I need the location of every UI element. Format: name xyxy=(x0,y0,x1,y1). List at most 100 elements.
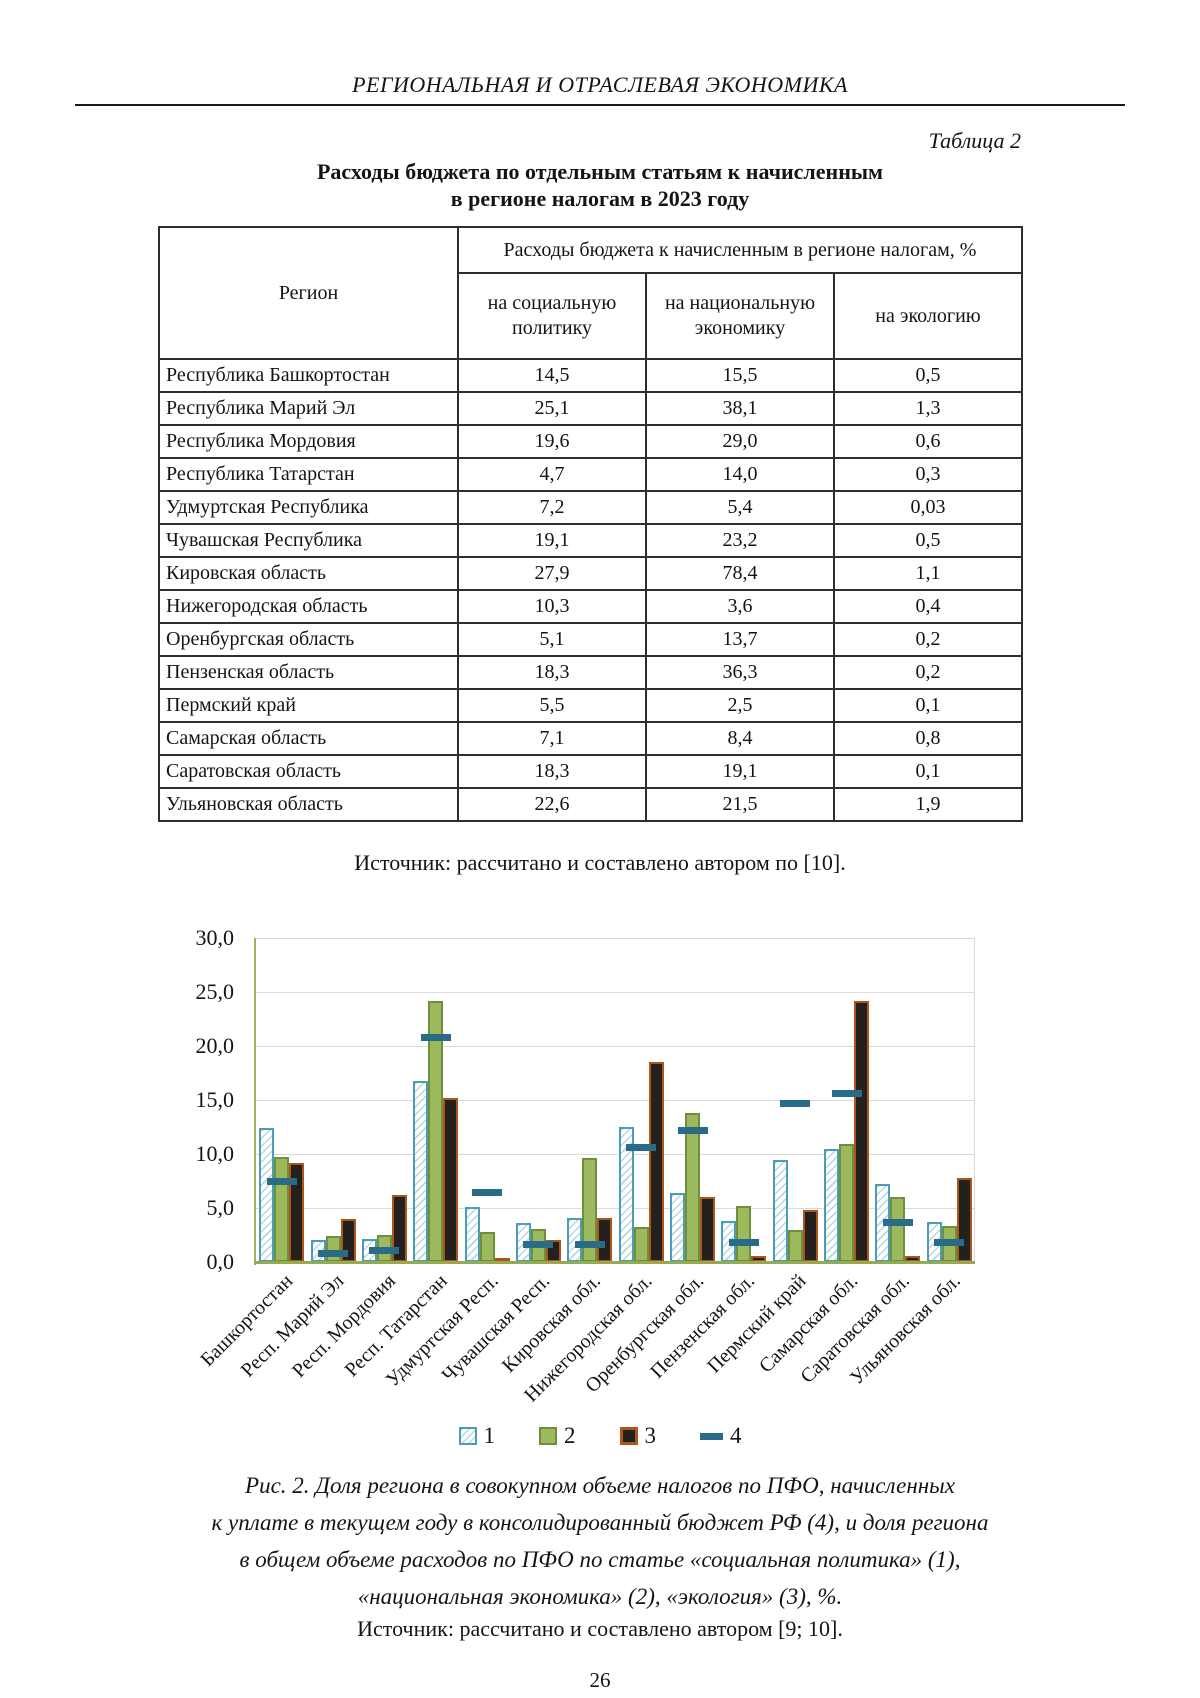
bar-series1 xyxy=(824,1148,840,1262)
table-row: Республика Мордовия 19,6 29,0 0,6 xyxy=(158,424,1023,459)
journal-header: РЕГИОНАЛЬНАЯ И ОТРАСЛЕВАЯ ЭКОНОМИКА xyxy=(352,72,848,97)
bar-group xyxy=(821,938,872,1262)
region-name-cell: Республика Мордовия xyxy=(158,424,459,459)
legend-item-4: 4 xyxy=(700,1423,742,1449)
value-cell-ecology: 0,6 xyxy=(833,424,1023,459)
legend-label: 2 xyxy=(564,1423,576,1448)
table-row: Нижегородская область 10,3 3,6 0,4 xyxy=(158,589,1023,624)
table-source-note: Источник: рассчитано и составлено авторо… xyxy=(354,850,846,875)
table-body: Республика Башкортостан 14,5 15,5 0,5 Респуб… xyxy=(158,358,1023,822)
value-cell-ecology: 1,3 xyxy=(833,391,1023,426)
plot-area xyxy=(254,938,975,1265)
table-title: Расходы бюджета по отдельным статьям к н… xyxy=(0,158,1200,212)
region-name-cell: Удмуртская Республика xyxy=(158,490,459,525)
value-cell-social: 4,7 xyxy=(457,457,647,492)
bar-series1 xyxy=(567,1217,583,1262)
region-name-cell: Нижегородская область xyxy=(158,589,459,624)
region-name-cell: Республика Башкортостан xyxy=(158,358,459,393)
budget-table: Регион Расходы бюджета к начисленным в р… xyxy=(158,226,1023,822)
value-cell-social: 7,1 xyxy=(457,721,647,756)
bar-group xyxy=(564,938,615,1262)
region-name-cell: Саратовская область xyxy=(158,754,459,789)
bar-group xyxy=(461,938,512,1262)
bar-series3 xyxy=(700,1197,716,1262)
bar-series3 xyxy=(648,1062,664,1262)
bar-series2 xyxy=(736,1205,752,1262)
value-cell-ecology: 1,1 xyxy=(833,556,1023,591)
gridline-5 xyxy=(256,1208,975,1209)
y-tick-label: 25,0 xyxy=(195,979,235,1004)
value-cell-social: 27,9 xyxy=(457,556,647,591)
value-cell-social: 10,3 xyxy=(457,589,647,624)
bar-series1 xyxy=(670,1192,686,1262)
region-name-cell: Самарская область xyxy=(158,721,459,756)
bar-series3 xyxy=(597,1217,613,1262)
dash-marker-series4 xyxy=(728,1239,759,1247)
value-cell-ecology: 1,9 xyxy=(833,787,1023,822)
table-row: Республика Татарстан 4,7 14,0 0,3 xyxy=(158,457,1023,492)
x-axis-line xyxy=(254,1261,975,1264)
region-name-cell: Кировская область xyxy=(158,556,459,591)
value-cell-ecology: 0,5 xyxy=(833,523,1023,558)
value-cell-social: 5,5 xyxy=(457,688,647,723)
value-cell-ecology: 0,5 xyxy=(833,358,1023,393)
value-cell-economy: 15,5 xyxy=(645,358,835,393)
bar-series3 xyxy=(802,1210,818,1262)
bar-group xyxy=(410,938,461,1262)
value-cell-economy: 5,4 xyxy=(645,490,835,525)
legend-swatch-green-bar xyxy=(539,1427,557,1445)
column-subheader-2: на национальную экономику xyxy=(645,272,835,360)
caption-line-1: Рис. 2. Доля региона в совокупном объеме… xyxy=(245,1473,955,1498)
bar-series1 xyxy=(772,1160,788,1262)
value-cell-ecology: 0,2 xyxy=(833,622,1023,657)
value-cell-ecology: 0,8 xyxy=(833,721,1023,756)
dash-marker-series4 xyxy=(677,1126,708,1134)
table-row: Республика Башкортостан 14,5 15,5 0,5 xyxy=(158,358,1023,393)
dash-marker-series4 xyxy=(780,1099,811,1107)
bar-series3 xyxy=(905,1255,921,1262)
bar-series3 xyxy=(289,1162,305,1262)
caption-line-4: «национальная экономика» (2), «экология»… xyxy=(357,1584,843,1609)
bar-series2 xyxy=(787,1229,803,1262)
region-name-cell: Республика Татарстан xyxy=(158,457,459,492)
value-cell-social: 19,6 xyxy=(457,424,647,459)
figure-caption: Рис. 2. Доля региона в совокупном объеме… xyxy=(0,1467,1200,1615)
gridline-15 xyxy=(256,1100,975,1101)
value-cell-social: 14,5 xyxy=(457,358,647,393)
bar-series2 xyxy=(428,1000,444,1262)
bar-series3 xyxy=(494,1257,510,1262)
legend-item-2: 2 xyxy=(539,1423,576,1449)
bar-series2 xyxy=(839,1144,855,1262)
bar-series1 xyxy=(413,1080,429,1262)
bar-series3 xyxy=(751,1255,767,1262)
dash-marker-series4 xyxy=(882,1218,913,1226)
gridline-20 xyxy=(256,1046,975,1047)
value-cell-ecology: 0,03 xyxy=(833,490,1023,525)
value-cell-ecology: 0,2 xyxy=(833,655,1023,690)
legend-label: 1 xyxy=(483,1423,496,1448)
region-name-cell: Оренбургская область xyxy=(158,622,459,657)
table-title-line2: в регионе налогам в 2023 году xyxy=(450,186,750,211)
column-subheader-1: на социальную политику xyxy=(457,272,647,360)
bar-group xyxy=(924,938,975,1262)
legend-swatch-dark-bar xyxy=(619,1427,638,1445)
value-cell-social: 25,1 xyxy=(457,391,647,426)
value-cell-economy: 21,5 xyxy=(645,787,835,822)
bar-group xyxy=(770,938,821,1262)
value-cell-social: 22,6 xyxy=(457,787,647,822)
legend-label: 3 xyxy=(644,1423,657,1448)
bar-group xyxy=(872,938,923,1262)
dash-marker-series4 xyxy=(574,1241,605,1249)
gridline-10 xyxy=(256,1154,975,1155)
bar-group xyxy=(307,938,358,1262)
bar-group xyxy=(359,938,410,1262)
bar-series3 xyxy=(443,1097,459,1262)
table-label: Таблица 2 xyxy=(928,128,1021,153)
dash-marker-series4 xyxy=(523,1241,554,1249)
value-cell-economy: 78,4 xyxy=(645,556,835,591)
dash-marker-series4 xyxy=(934,1239,965,1247)
region-name-cell: Пермский край xyxy=(158,688,459,723)
legend-swatch-dash-marker xyxy=(700,1432,723,1440)
region-name-cell: Пензенская область xyxy=(158,655,459,690)
